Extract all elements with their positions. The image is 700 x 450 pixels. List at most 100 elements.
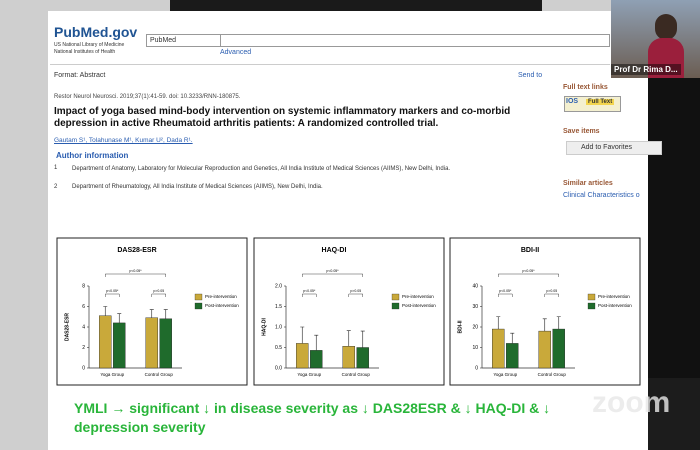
search-box[interactable] — [220, 34, 610, 47]
error-bar — [117, 313, 122, 323]
error-bar — [163, 309, 168, 319]
legend-swatch — [587, 293, 596, 301]
y-tick-label: 0.5 — [275, 345, 282, 351]
publisher: IOS — [566, 98, 579, 105]
y-tick-label: 4 — [82, 324, 85, 330]
y-tick-label: 40 — [472, 283, 478, 289]
bar — [342, 346, 355, 369]
significance-bracket — [302, 273, 363, 277]
top-bar — [170, 0, 542, 11]
bar — [145, 317, 158, 369]
bar — [506, 343, 519, 369]
significance-bracket — [498, 273, 559, 277]
error-bar — [510, 332, 515, 344]
significance-label: p>0.05 — [153, 289, 164, 293]
affiliation: Department of Anatomy, Laboratory for Mo… — [72, 166, 451, 172]
y-tick-label: 2.0 — [275, 283, 282, 289]
significance-bracket — [544, 293, 559, 297]
advanced-link[interactable]: Advanced — [220, 49, 252, 56]
presenter-head — [655, 14, 677, 40]
significance-label: p>0.05 — [546, 289, 557, 293]
significance-bracket — [302, 293, 317, 297]
y-tick-label: 6 — [82, 304, 85, 310]
significance-label: p<0.05* — [499, 289, 512, 293]
sidebar-heading: Similar articles — [563, 180, 613, 187]
format[interactable]: Format: Abstract — [54, 72, 106, 79]
x-tick-label: Yoga Group — [100, 372, 124, 377]
x-tick-label: Control Group — [342, 372, 371, 377]
error-bar — [103, 306, 108, 316]
significance-label: p<0.05* — [129, 269, 142, 273]
error-bar — [360, 330, 365, 348]
significance-label: p<0.05* — [106, 289, 119, 293]
error-bar — [300, 326, 305, 344]
bar — [159, 318, 172, 369]
legend-swatch — [391, 293, 400, 301]
significance-bracket — [151, 293, 166, 297]
logo[interactable]: PubMed.gov — [54, 24, 138, 40]
error-bar — [542, 318, 547, 332]
legend-label: Pre-intervention — [598, 294, 630, 299]
error-bar — [556, 316, 561, 330]
significance-label: p<0.05* — [522, 269, 535, 273]
significance-label: p<0.05* — [303, 289, 316, 293]
y-tick-label: 1.0 — [275, 324, 282, 330]
legend-label: Post-intervention — [205, 303, 239, 308]
send-to[interactable]: Send to — [518, 72, 543, 79]
bar — [310, 350, 323, 369]
y-tick-label: 10 — [472, 345, 478, 351]
y-tick-label: 0 — [82, 365, 85, 371]
legend-swatch — [194, 302, 203, 310]
divider — [50, 64, 610, 65]
presenter-body — [648, 38, 684, 78]
legend-swatch — [587, 302, 596, 310]
y-tick-label: 20 — [472, 324, 478, 330]
significance-label: p<0.05* — [326, 269, 339, 273]
significance-bracket — [498, 293, 513, 297]
citation: Restor Neurol Neurosci. 2019;37(1):41-59… — [54, 94, 241, 100]
error-bar — [346, 330, 351, 347]
similar-link[interactable]: Clinical Characteristics o — [563, 192, 640, 199]
y-tick-label: 8 — [82, 283, 85, 289]
legend-label: Post-intervention — [402, 303, 436, 308]
y-axis-label: HAQ-DI — [261, 318, 267, 336]
y-tick-label: 0.0 — [275, 365, 282, 371]
sidebar-heading: Full text links — [563, 84, 608, 91]
chart-title: HAQ-DI — [322, 247, 347, 254]
authors[interactable]: Gautam S¹, Tolahunase M¹, Kumar U², Dada… — [54, 137, 193, 144]
affiliation: Department of Rheumatology, All India In… — [72, 184, 323, 190]
x-tick-label: Yoga Group — [297, 372, 321, 377]
favorites-button[interactable]: Add to Favorites — [566, 141, 662, 155]
article-title: Impact of yoga based mind-body intervent… — [54, 106, 511, 129]
legend-label: Post-intervention — [598, 303, 632, 308]
x-tick-label: Control Group — [538, 372, 567, 377]
y-tick-label: 30 — [472, 304, 478, 310]
sidebar-heading: Save items — [563, 128, 600, 135]
chart-title: BDI-II — [521, 247, 539, 254]
y-tick-label: 1.5 — [275, 304, 282, 310]
bar — [552, 328, 565, 369]
y-axis-label: BDI-II — [457, 320, 463, 334]
dark-strip — [648, 378, 700, 450]
full-text: Full Text — [586, 99, 615, 105]
legend-label: Pre-intervention — [205, 294, 237, 299]
bar — [113, 322, 126, 369]
error-bar — [314, 334, 319, 351]
y-tick-label: 2 — [82, 345, 85, 351]
legend-swatch — [194, 293, 203, 301]
bar — [492, 328, 505, 369]
x-tick-label: Yoga Group — [493, 372, 517, 377]
bar — [99, 315, 112, 369]
zoom-logo: zoom — [592, 386, 671, 419]
presenter-name: Prof Dr Rima D... — [611, 64, 681, 75]
error-bar — [496, 316, 501, 330]
bar — [538, 330, 551, 369]
logo-line: National Institutes of Health — [54, 49, 116, 55]
x-tick-label: Control Group — [145, 372, 174, 377]
dark-strip — [648, 78, 700, 378]
significance-bracket — [105, 293, 120, 297]
author-info[interactable]: Author information — [56, 151, 129, 160]
legend-label: Pre-intervention — [402, 294, 434, 299]
